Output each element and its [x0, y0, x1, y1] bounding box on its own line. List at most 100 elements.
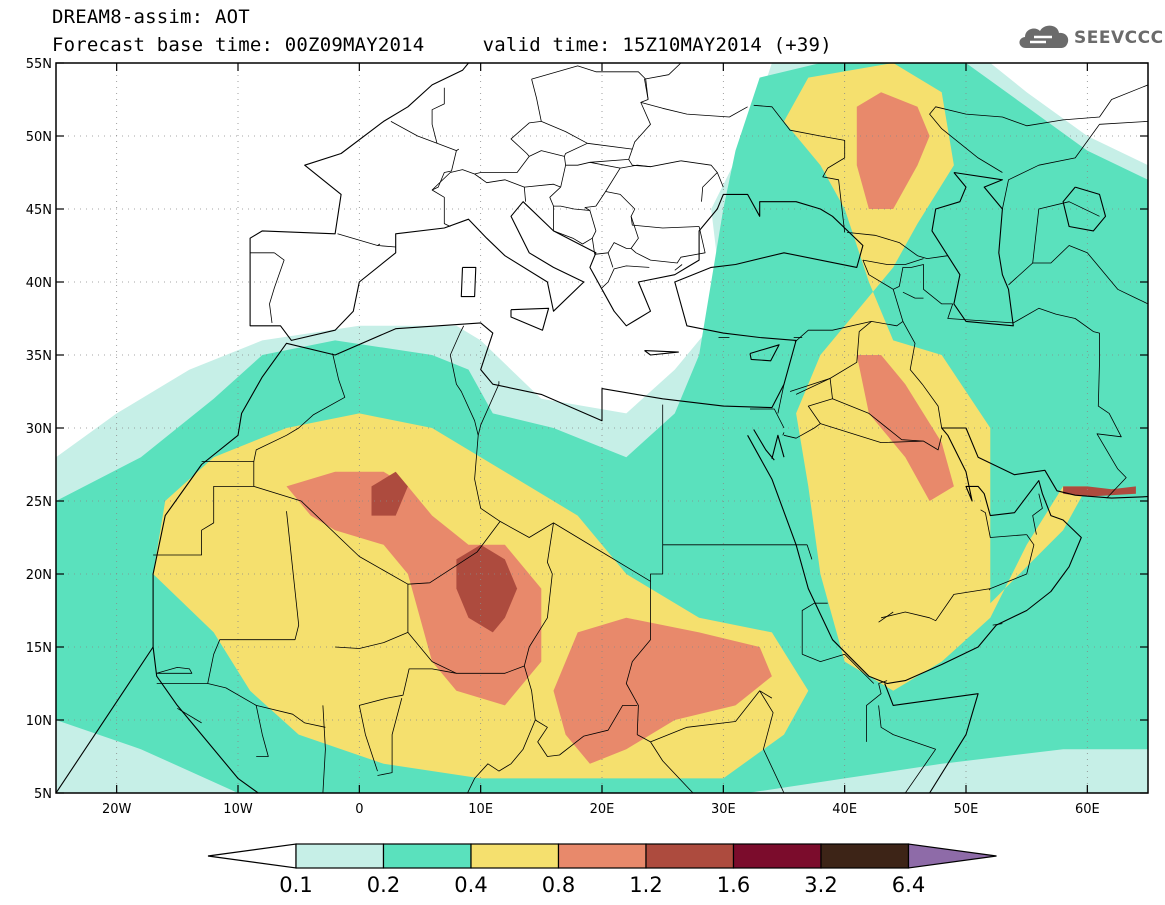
lat-label-20N: 20N [26, 568, 52, 583]
border-65 [541, 121, 588, 144]
border-43 [929, 84, 1148, 173]
border-20 [802, 653, 875, 684]
border-61 [474, 121, 542, 175]
coastline-5 [771, 434, 785, 459]
lat-label-25N: 25N [26, 495, 52, 510]
dust-region-1-2-2 [1063, 486, 1136, 497]
coastline-10 [644, 350, 679, 356]
border-40 [1008, 245, 1148, 305]
border-66 [531, 78, 542, 122]
lon-label-20E: 20E [590, 802, 615, 817]
border-59 [431, 169, 526, 227]
border-14 [477, 381, 500, 436]
border-6 [255, 705, 269, 757]
border-31 [881, 588, 991, 622]
border-83 [535, 705, 638, 757]
border-16 [625, 581, 651, 735]
border-73 [456, 148, 460, 151]
border-68 [640, 102, 748, 118]
dust-region-0-8-0 [286, 471, 542, 706]
logo-text: SEEVCCC [1074, 28, 1164, 48]
lat-label-10N: 10N [26, 714, 52, 729]
coastline-12 [1062, 186, 1107, 232]
coastline-4 [884, 683, 979, 793]
border-9 [377, 697, 403, 776]
dust-region-0-8-2 [856, 92, 930, 209]
coastline-11 [931, 171, 1014, 327]
border-12 [407, 632, 457, 674]
border-70 [628, 159, 651, 168]
border-19 [801, 602, 828, 655]
border-45 [753, 104, 846, 233]
lon-label-10E: 10E [468, 802, 493, 817]
border-55 [584, 191, 606, 239]
coastline-3 [747, 427, 1148, 685]
border-25 [783, 377, 833, 439]
coastline-6 [753, 429, 775, 461]
border-71 [390, 121, 457, 191]
time-info: Forecast base time: 00Z09MAY2014 valid t… [52, 34, 832, 56]
border-10 [359, 665, 536, 721]
lon-label-30E: 30E [711, 802, 736, 817]
border-57 [607, 242, 632, 254]
colorbar-low-arrow [207, 843, 297, 869]
colorbar-swatch-5 [732, 843, 822, 869]
lat-label-15N: 15N [26, 641, 52, 656]
lon-label-10W: 10W [223, 802, 253, 817]
coastline-2 [152, 646, 260, 793]
colorbar-swatch-2 [470, 843, 560, 869]
colorbar-swatch-3 [557, 843, 647, 869]
border-42 [1002, 121, 1148, 210]
coastline-0 [152, 63, 864, 647]
lat-label-40N: 40N [26, 276, 52, 291]
colorbar-label-6: 3.2 [804, 873, 837, 897]
border-5 [177, 707, 202, 724]
border-85 [637, 734, 724, 793]
border-29 [980, 509, 1027, 538]
border-28 [902, 321, 943, 429]
border-38 [862, 259, 894, 290]
map-axes: 55N 50N 45N 40N 35N 30N 25N 20N 15N 10N 5N 20W 10W 0 1… [26, 57, 1148, 817]
border-7 [322, 705, 326, 793]
border-33 [878, 611, 894, 623]
dust-region-1-2-0 [456, 544, 518, 633]
border-80 [750, 408, 785, 429]
border-88 [878, 680, 888, 684]
colorbar-label-5: 1.6 [717, 873, 750, 897]
border-76 [269, 252, 285, 323]
border-60 [524, 183, 561, 188]
border-64 [587, 142, 633, 163]
colorbar-swatch-4 [645, 843, 735, 869]
colorbar-label-0: 0.1 [279, 873, 312, 897]
border-63 [564, 142, 588, 157]
colorbar-swatch-6 [820, 843, 910, 869]
lat-label-5N: 5N [34, 787, 52, 802]
lat-label-35N: 35N [26, 349, 52, 364]
lon-label-60E: 60E [1075, 802, 1100, 817]
dust-region-0-8-3 [856, 355, 954, 501]
model-title: DREAM8-assim: AOT [52, 6, 250, 28]
cloud-icon [1019, 25, 1069, 48]
border-91 [788, 792, 791, 793]
colorbar-high-arrow [907, 843, 997, 869]
valid-time-label: valid time: [482, 34, 611, 56]
colorbar-label-4: 1.2 [629, 873, 662, 897]
border-27 [820, 423, 924, 444]
border-21 [866, 683, 882, 742]
lat-label-55N: 55N [26, 57, 52, 72]
border-24 [794, 321, 872, 343]
lon-label-20W: 20W [102, 802, 132, 817]
dust-region-0-4-1 [784, 63, 1088, 691]
coastline-7 [460, 266, 477, 298]
border-58 [560, 161, 621, 188]
colorbar-label-7: 6.4 [892, 873, 925, 897]
coastline-8 [510, 307, 550, 331]
coastline-1 [56, 646, 154, 793]
lat-label-45N: 45N [26, 203, 52, 218]
chart-title: DREAM8-assim: AOT [52, 6, 250, 28]
dust-region-0-8-1 [553, 617, 772, 764]
border-34 [1032, 493, 1043, 535]
lon-label-0: 0 [355, 802, 363, 817]
border-30 [988, 534, 1035, 591]
